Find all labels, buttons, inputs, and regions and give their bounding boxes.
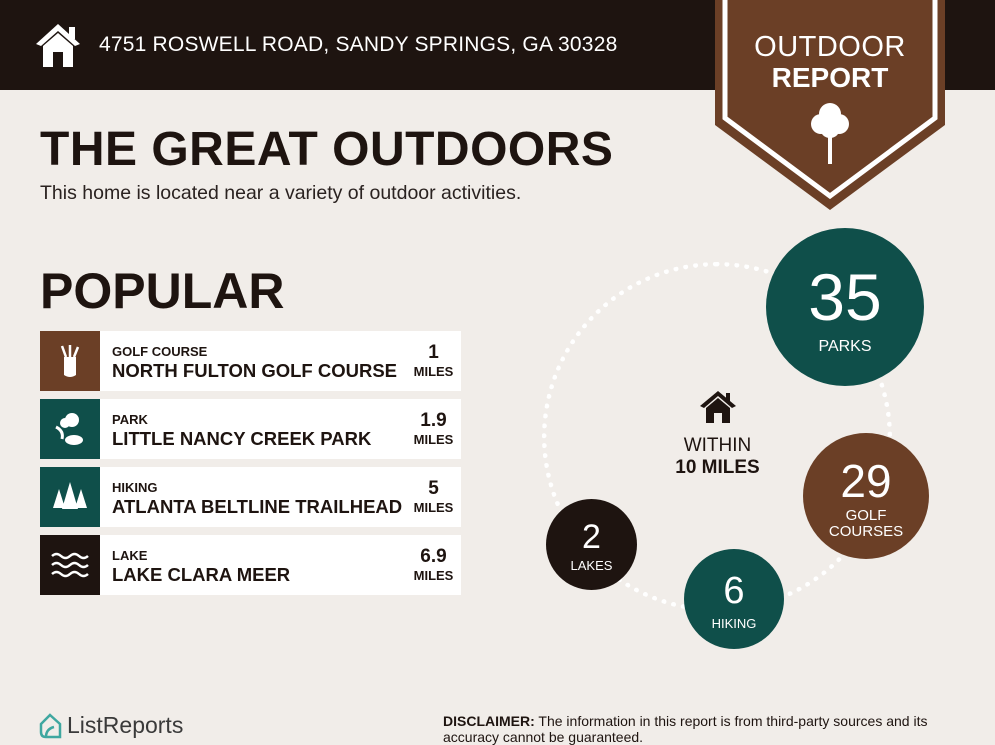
parks-count: 35 [808,260,882,334]
within-line2: 10 MILES [675,457,760,478]
item-name: NORTH FULTON GOLF COURSE [112,360,398,381]
logo-text: ListReports [67,712,184,738]
item-unit: MILES [413,432,454,447]
within-label: WITHIN 10 MILES [640,390,795,479]
list-item: LAKE LAKE CLARA MEER 6.9 MILES [40,535,461,595]
golf-circle: 29 GOLF COURSES [803,433,929,559]
property-address: 4751 ROSWELL ROAD, SANDY SPRINGS, GA 303… [99,33,618,56]
hiking-label: HIKING [711,615,757,631]
item-distance: 1.9 [420,410,447,431]
item-category: HIKING [112,480,158,495]
list-item: PARK LITTLE NANCY CREEK PARK 1.9 MILES [40,399,461,459]
popular-list: GOLF COURSE NORTH FULTON GOLF COURSE 1 MIL… [40,331,461,603]
badge-line1: OUTDOOR [754,31,906,63]
house-icon [699,391,736,423]
page-title: THE GREAT OUTDOORS [40,123,614,176]
park-icon [40,399,100,459]
page-subtitle: This home is located near a variety of o… [40,182,522,204]
popular-heading: POPULAR [40,263,285,319]
item-name: ATLANTA BELTLINE TRAILHEAD [112,496,403,517]
tree-icon [811,103,849,164]
hiking-circle: 6 HIKING [684,549,784,649]
badge-line2: REPORT [771,62,889,93]
item-unit: MILES [413,500,454,515]
item-unit: MILES [413,568,454,583]
golf-label-line1: GOLF [845,507,887,524]
parks-label: PARKS [818,338,872,355]
pine-trees-icon [40,467,100,527]
disclaimer-label: DISCLAIMER: [443,713,535,729]
lakes-circle: 2 LAKES [546,499,637,590]
parks-circle: 35 PARKS [766,228,924,386]
item-unit: MILES [413,364,454,379]
listreports-logo: ListReports [38,712,183,739]
item-category: GOLF COURSE [112,344,208,359]
golf-label-line2: COURSES [828,523,904,540]
list-item: HIKING ATLANTA BELTLINE TRAILHEAD 5 MILES [40,467,461,527]
golf-bag-icon [40,331,100,391]
hiking-count: 6 [723,569,745,612]
item-distance: 5 [428,478,439,499]
item-distance: 1 [428,342,439,363]
listreports-logo-icon [39,712,62,738]
within-line1: WITHIN [683,435,752,456]
waves-icon [40,535,100,595]
item-name: LITTLE NANCY CREEK PARK [112,428,372,449]
lakes-label: LAKES [570,558,613,573]
item-category: LAKE [112,548,148,563]
item-category: PARK [112,412,148,427]
outdoor-report-badge [715,0,945,210]
item-name: LAKE CLARA MEER [112,564,291,585]
golf-count: 29 [840,455,892,507]
list-item: GOLF COURSE NORTH FULTON GOLF COURSE 1 MIL… [40,331,461,391]
item-distance: 6.9 [420,546,447,567]
lakes-count: 2 [582,518,601,556]
house-icon [36,24,80,67]
disclaimer: DISCLAIMER: The information in this repo… [443,713,973,745]
